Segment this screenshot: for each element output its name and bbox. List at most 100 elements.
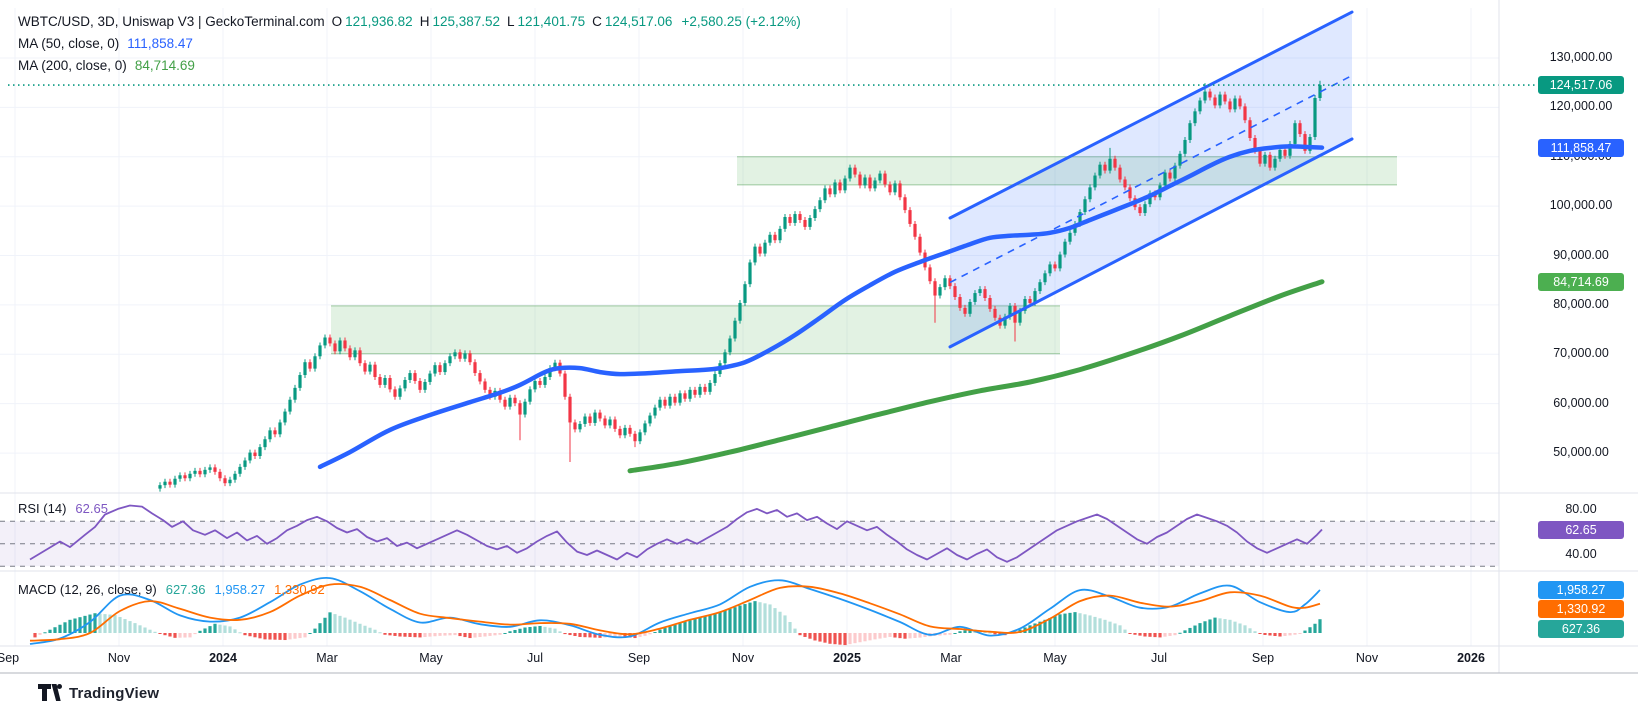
macd-hist-bar	[1273, 633, 1277, 637]
macd-hist-bar	[853, 633, 857, 644]
candle-body	[328, 337, 332, 344]
candle-body	[838, 182, 842, 191]
ma200-line[interactable]	[627, 279, 1325, 474]
channel-upper-line[interactable]	[948, 10, 1354, 220]
candle-body	[533, 380, 537, 390]
candle-body	[503, 399, 507, 407]
candle-body	[1063, 241, 1067, 255]
candle-body	[933, 281, 937, 296]
macd-hist-bar	[458, 633, 462, 637]
macd-hist-bar	[918, 633, 922, 638]
ohlc-key: L	[507, 14, 515, 29]
candle-body	[1178, 153, 1182, 166]
macd-values: 627.36 1,958.27 1,330.92	[166, 582, 325, 597]
macd-hist-bar	[558, 631, 562, 633]
price-badge: 84,714.69	[1538, 272, 1624, 291]
macd-hist-bar	[908, 633, 912, 639]
candle-body	[873, 180, 877, 189]
macd-hist-bar	[613, 633, 617, 637]
symbol-title[interactable]: WBTC/USD, 3D, Uniswap V3 | GeckoTerminal…	[18, 14, 325, 29]
macd-hist-bar	[1118, 625, 1122, 633]
candle-body	[898, 183, 902, 198]
rsi-legend[interactable]: RSI (14) 62.65	[18, 501, 108, 516]
candle-body	[753, 246, 757, 263]
macd-hist-bar	[543, 626, 547, 633]
macd-hist-bar	[483, 633, 487, 637]
macd-hist-bar	[423, 633, 427, 638]
candle-body	[878, 173, 882, 181]
candle-body	[1053, 264, 1057, 269]
candle-body	[358, 350, 362, 364]
candle-body	[1038, 282, 1042, 292]
macd-hist-bar	[1033, 623, 1037, 633]
candle-body	[298, 375, 302, 388]
macd-hist-bar	[1223, 619, 1227, 633]
price-badge: 124,517.06	[1538, 76, 1624, 95]
macd-hist-bar	[668, 626, 672, 633]
macd-hist-bar	[738, 605, 742, 633]
macd-hist-bar	[593, 633, 597, 638]
macd-legend[interactable]: MACD (12, 26, close, 9) 627.36 1,958.27 1,…	[18, 582, 325, 597]
candle-body	[828, 188, 832, 195]
macd-hist-bar	[248, 633, 252, 637]
candle-body	[1028, 298, 1032, 303]
channel-lower-line[interactable]	[948, 137, 1354, 349]
macd-hist-bar	[643, 633, 647, 636]
macd-hist-bar	[488, 633, 492, 636]
candle-body	[473, 362, 477, 374]
macd-line[interactable]	[29, 577, 1321, 645]
price-badge: 111,858.47	[1538, 138, 1624, 157]
macd-hist-bar	[1233, 621, 1237, 633]
ma50-line[interactable]	[317, 144, 1325, 470]
rsi-line[interactable]	[29, 504, 1323, 563]
candle-body	[918, 236, 922, 253]
macd-hist-bar	[53, 627, 57, 633]
candle-body	[603, 418, 607, 426]
candle-body	[353, 350, 357, 358]
macd-signal-line[interactable]	[29, 583, 1321, 642]
candle-body	[843, 178, 847, 191]
macd-hist-bar	[1123, 629, 1127, 633]
candle-body	[993, 308, 997, 318]
candle-body	[608, 419, 612, 426]
macd-hist-bar	[188, 633, 192, 638]
macd-hist-bar	[38, 633, 42, 635]
macd-hist-bar	[563, 633, 567, 635]
time-tick-label: Nov	[1355, 651, 1379, 665]
macd-hist-bar	[508, 631, 512, 633]
ma50-legend[interactable]: MA (50, close, 0) 111,858.47	[18, 36, 193, 51]
macd-hist-bar	[48, 629, 52, 633]
symbol-legend[interactable]: WBTC/USD, 3D, Uniswap V3 | GeckoTerminal…	[18, 14, 801, 29]
candle-body	[778, 228, 782, 241]
macd-hist-bar	[513, 629, 517, 633]
macd-hist-bar	[453, 633, 457, 636]
macd-hist-bar	[58, 624, 62, 633]
macd-hist-bar	[708, 614, 712, 633]
candle-body	[1218, 94, 1222, 106]
macd-hist-bar	[1148, 633, 1152, 637]
candle-body	[903, 197, 907, 211]
price-chart-canvas[interactable]	[0, 0, 1638, 680]
price-tick-label: 70,000.00	[1553, 346, 1609, 361]
ma200-legend[interactable]: MA (200, close, 0) 84,714.69	[18, 58, 195, 73]
macd-hist-bar	[258, 633, 262, 639]
candle-body	[748, 262, 752, 285]
ohlc-key: C	[592, 14, 602, 29]
candle-body	[1088, 187, 1092, 200]
ma50-value: 111,858.47	[127, 36, 193, 51]
candle-body	[623, 427, 627, 436]
tradingview-logo[interactable]: TradingView	[38, 682, 159, 704]
macd-hist-bar	[328, 612, 332, 633]
candle-body	[1258, 150, 1262, 164]
candle-body	[483, 381, 487, 390]
candle-body	[168, 481, 172, 485]
candle-body	[1193, 111, 1197, 124]
candle-body	[403, 379, 407, 389]
macd-hist-bar	[93, 613, 97, 633]
candle-body	[488, 389, 492, 397]
macd-hist-bar	[1293, 633, 1297, 635]
candle-body	[678, 393, 682, 403]
zone-rect[interactable]	[331, 305, 1060, 354]
candle-body	[543, 377, 547, 385]
zone-rect[interactable]	[737, 156, 1397, 185]
